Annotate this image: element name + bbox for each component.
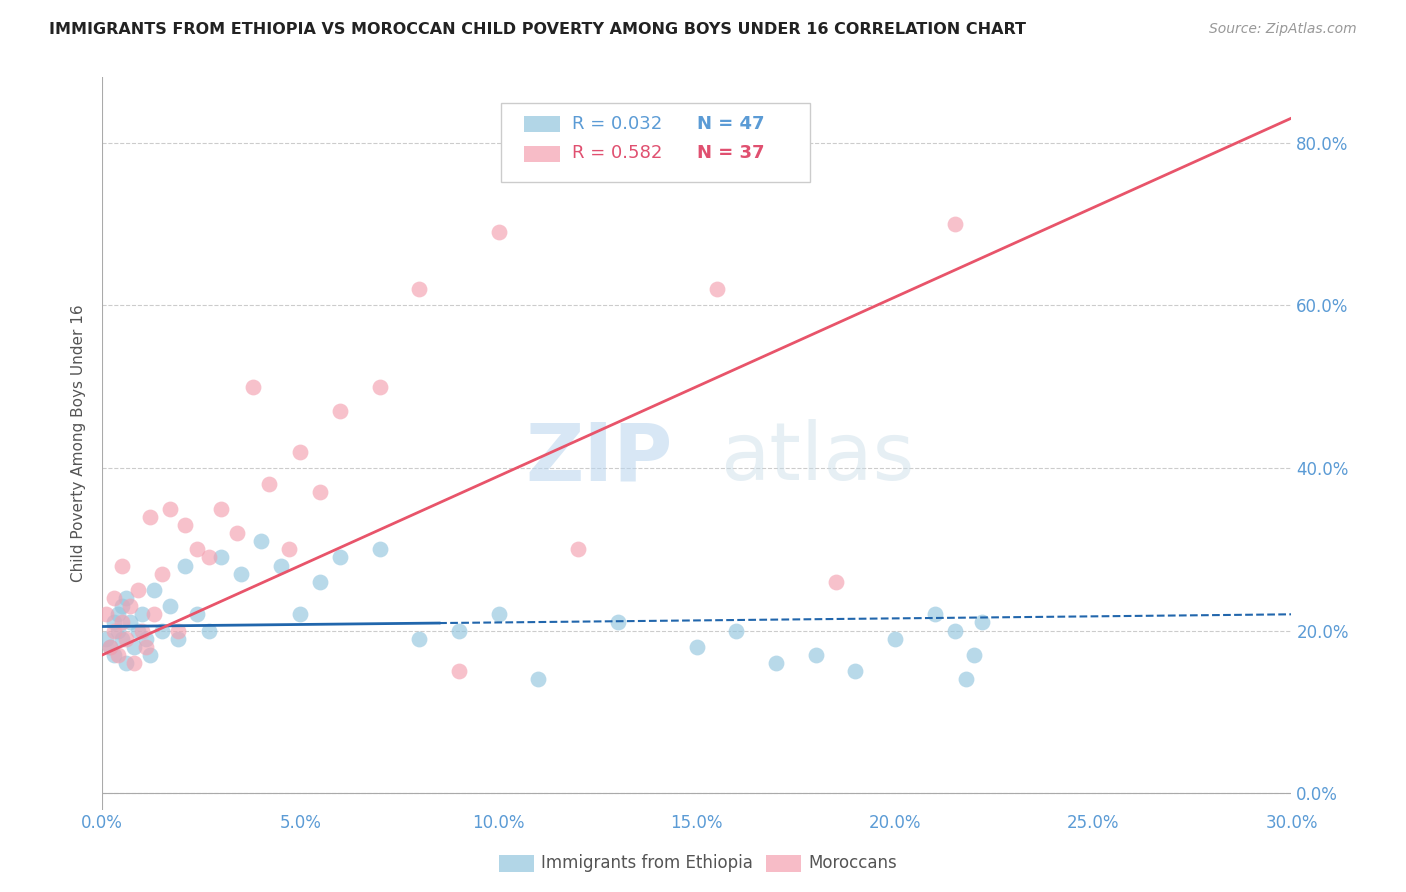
- Text: IMMIGRANTS FROM ETHIOPIA VS MOROCCAN CHILD POVERTY AMONG BOYS UNDER 16 CORRELATI: IMMIGRANTS FROM ETHIOPIA VS MOROCCAN CHI…: [49, 22, 1026, 37]
- Point: [804, 648, 827, 662]
- Point: [290, 444, 312, 458]
- Point: [174, 517, 197, 532]
- Point: [924, 607, 946, 622]
- Point: [98, 640, 121, 654]
- Text: R = 0.582: R = 0.582: [572, 144, 662, 161]
- Point: [166, 632, 188, 646]
- Text: Immigrants from Ethiopia: Immigrants from Ethiopia: [541, 855, 754, 872]
- Text: N = 37: N = 37: [697, 144, 765, 161]
- Point: [527, 673, 550, 687]
- Point: [209, 501, 232, 516]
- Point: [186, 607, 208, 622]
- Point: [725, 624, 748, 638]
- Point: [198, 624, 221, 638]
- FancyBboxPatch shape: [524, 116, 560, 132]
- Point: [118, 599, 141, 614]
- Point: [115, 632, 138, 646]
- Point: [972, 615, 994, 630]
- Point: [186, 542, 208, 557]
- FancyBboxPatch shape: [501, 103, 810, 182]
- Point: [115, 656, 138, 670]
- Point: [150, 566, 173, 581]
- Point: [118, 615, 141, 630]
- Point: [131, 607, 153, 622]
- Point: [963, 648, 986, 662]
- Point: [408, 282, 430, 296]
- Point: [103, 591, 125, 605]
- Y-axis label: Child Poverty Among Boys Under 16: Child Poverty Among Boys Under 16: [72, 305, 86, 582]
- Point: [567, 542, 589, 557]
- Point: [242, 379, 264, 393]
- Point: [122, 656, 145, 670]
- Point: [488, 607, 510, 622]
- Point: [955, 673, 977, 687]
- Point: [706, 282, 728, 296]
- Point: [309, 485, 332, 500]
- Point: [139, 509, 162, 524]
- Point: [249, 534, 271, 549]
- Point: [122, 640, 145, 654]
- Point: [209, 550, 232, 565]
- Point: [824, 574, 846, 589]
- Point: [309, 574, 332, 589]
- Point: [290, 607, 312, 622]
- Point: [127, 582, 149, 597]
- Point: [174, 558, 197, 573]
- Text: R = 0.032: R = 0.032: [572, 114, 662, 133]
- Point: [368, 542, 391, 557]
- Text: N = 47: N = 47: [697, 114, 765, 133]
- Point: [96, 607, 118, 622]
- Text: atlas: atlas: [721, 419, 915, 497]
- Point: [107, 648, 129, 662]
- Point: [139, 648, 162, 662]
- Point: [107, 607, 129, 622]
- Point: [943, 217, 966, 231]
- Point: [96, 632, 118, 646]
- Point: [111, 632, 134, 646]
- Text: ZIP: ZIP: [526, 419, 673, 497]
- Point: [135, 632, 157, 646]
- Point: [98, 640, 121, 654]
- Point: [765, 656, 787, 670]
- Point: [131, 624, 153, 638]
- Point: [270, 558, 292, 573]
- FancyBboxPatch shape: [524, 145, 560, 161]
- Point: [111, 615, 134, 630]
- Point: [115, 591, 138, 605]
- Point: [447, 665, 470, 679]
- Text: Moroccans: Moroccans: [808, 855, 897, 872]
- Point: [368, 379, 391, 393]
- Point: [844, 665, 866, 679]
- Point: [329, 404, 352, 418]
- Point: [229, 566, 252, 581]
- Point: [111, 599, 134, 614]
- Point: [142, 582, 165, 597]
- Point: [606, 615, 628, 630]
- Point: [198, 550, 221, 565]
- Point: [103, 615, 125, 630]
- Point: [103, 624, 125, 638]
- Point: [226, 525, 249, 540]
- Point: [127, 624, 149, 638]
- Point: [135, 640, 157, 654]
- Point: [142, 607, 165, 622]
- Point: [884, 632, 907, 646]
- Point: [447, 624, 470, 638]
- Point: [166, 624, 188, 638]
- Point: [686, 640, 709, 654]
- Text: Source: ZipAtlas.com: Source: ZipAtlas.com: [1209, 22, 1357, 37]
- Point: [111, 558, 134, 573]
- Point: [408, 632, 430, 646]
- Point: [159, 599, 181, 614]
- Point: [488, 225, 510, 239]
- Point: [103, 648, 125, 662]
- Point: [159, 501, 181, 516]
- Point: [943, 624, 966, 638]
- Point: [277, 542, 299, 557]
- Point: [150, 624, 173, 638]
- Point: [107, 624, 129, 638]
- Point: [329, 550, 352, 565]
- Point: [257, 477, 280, 491]
